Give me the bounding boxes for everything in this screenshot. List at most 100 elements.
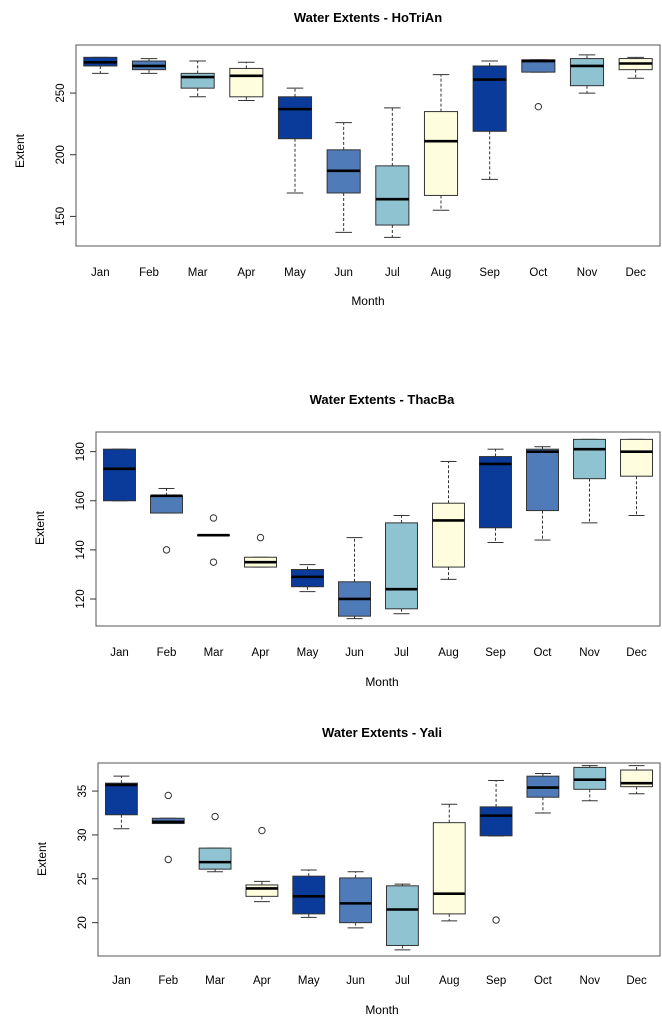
x-tick-label: Nov (577, 267, 598, 279)
y-tick-label: 200 (55, 145, 67, 164)
x-tick-label: Feb (158, 975, 178, 987)
outlier-point (256, 533, 265, 542)
outlier-point (164, 791, 172, 800)
box-jul (375, 107, 410, 238)
box-aug (432, 803, 466, 922)
y-tick-label: 20 (77, 916, 89, 929)
x-tick-label: Jan (112, 975, 131, 987)
outlier-point (209, 558, 218, 566)
y-axis-label: Extent (13, 133, 27, 168)
y-tick-label: 120 (75, 589, 87, 608)
box-body (385, 885, 419, 946)
box-oct (526, 773, 560, 814)
box-may (277, 87, 313, 194)
y-tick-label: 250 (55, 83, 67, 102)
x-tick-label: Jul (394, 647, 409, 659)
plot-frame (95, 431, 661, 627)
box-jan (103, 448, 136, 502)
box-feb (151, 791, 185, 864)
x-tick-label: Dec (626, 647, 647, 659)
x-tick-label: Feb (157, 647, 177, 659)
x-tick-label: Dec (626, 975, 647, 987)
box-apr (245, 826, 279, 903)
box-body (432, 502, 465, 568)
x-tick-label: Aug (431, 267, 451, 279)
box-body (292, 875, 326, 915)
x-tick-label: Sep (486, 975, 506, 987)
outlier-point (211, 812, 219, 821)
x-axis-label: Month (365, 675, 398, 689)
outlier-point (162, 546, 171, 554)
box-jan (104, 775, 138, 830)
box-jun (338, 537, 371, 620)
x-tick-label: Oct (529, 267, 548, 279)
box-body (472, 65, 507, 132)
box-mar (180, 60, 215, 98)
box-body (620, 438, 653, 477)
box-nov (573, 765, 607, 802)
box-may (291, 564, 324, 593)
chart-thacba-svg: Water Extents - ThacBa Month Extent 120 1… (33, 392, 661, 689)
x-tick-label: Jul (395, 975, 410, 987)
y-tick-label: 150 (55, 207, 67, 226)
box-dec (620, 438, 653, 516)
outlier-point (258, 826, 266, 835)
box-nov (569, 54, 605, 94)
chart-hotrian: Water Extents - HoTriAn Month Extent 150… (0, 0, 662, 320)
y-tick-label: 30 (77, 829, 89, 842)
y-tick-label: 160 (75, 491, 87, 510)
x-tick-label: Apr (237, 267, 255, 279)
x-tick-label: Sep (485, 647, 505, 659)
box-feb (150, 487, 183, 554)
box-body (375, 165, 410, 226)
chart-thacba: Water Extents - ThacBa Month Extent 120 1… (0, 380, 662, 700)
box-dec (618, 56, 653, 79)
outlier-point (209, 514, 218, 522)
y-tick-label: 25 (77, 872, 89, 885)
box-aug (423, 74, 459, 211)
x-tick-label: Oct (534, 647, 553, 659)
y-tick-label: 140 (75, 540, 87, 559)
y-tick-label: 35 (77, 785, 89, 798)
x-tick-label: Apr (253, 975, 271, 987)
box-apr (229, 61, 264, 101)
outlier-point (164, 855, 172, 864)
y-axis-label: Extent (33, 510, 47, 545)
x-tick-label: Jan (110, 647, 129, 659)
box-sep (479, 780, 513, 924)
box-feb (131, 58, 167, 74)
chart-title: Water Extents - ThacBa (310, 392, 455, 407)
box-body (339, 877, 373, 924)
x-tick-label: May (298, 975, 320, 987)
x-tick-label: Mar (205, 975, 225, 987)
box-body (479, 456, 512, 529)
box-sep (472, 60, 507, 180)
box-aug (432, 460, 465, 580)
box-body (423, 111, 459, 196)
box-body (479, 806, 513, 837)
chart-yali-svg: Water Extents - Yali Month Extent 20 25 30… (35, 725, 661, 1017)
box-may (292, 869, 326, 918)
box-oct (521, 59, 556, 111)
box-body (573, 766, 607, 790)
box-body (229, 67, 264, 98)
box-body (103, 448, 136, 502)
chart-yali: Water Extents - Yali Month Extent 20 25 30… (0, 715, 662, 1020)
x-axis-label: Month (351, 294, 384, 308)
box-body (180, 72, 215, 89)
box-nov (573, 438, 606, 524)
x-tick-label: Oct (534, 975, 553, 987)
x-tick-label: Jun (345, 647, 364, 659)
x-tick-label: May (284, 267, 306, 279)
x-tick-label: Jan (91, 267, 110, 279)
box-jul (385, 883, 419, 951)
box-body (277, 96, 313, 140)
y-tick-label: 180 (75, 442, 87, 461)
box-body (569, 58, 605, 87)
plot-frame (75, 44, 661, 247)
box-mar (197, 514, 230, 566)
box-jun (326, 122, 361, 233)
x-tick-label: Mar (188, 267, 208, 279)
x-tick-label: May (297, 647, 319, 659)
box-dec (620, 765, 654, 795)
